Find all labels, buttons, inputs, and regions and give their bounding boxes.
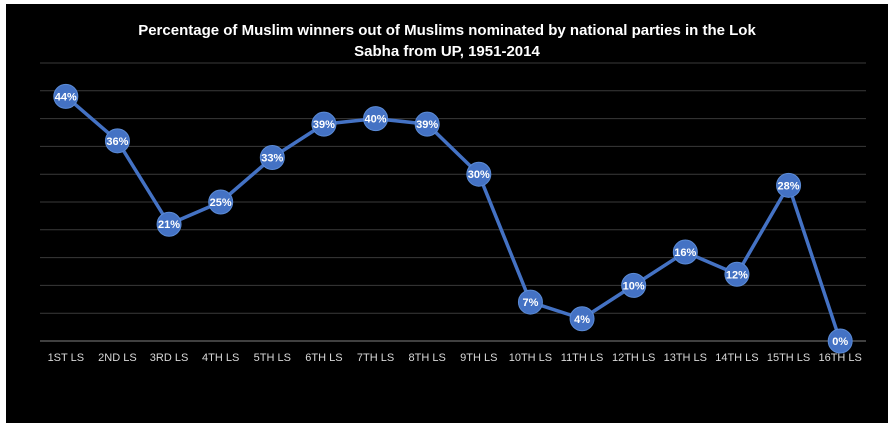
data-point-label: 25% xyxy=(210,197,232,209)
data-point-label: 39% xyxy=(313,119,335,131)
data-point-label: 39% xyxy=(416,119,438,131)
data-point-marker xyxy=(363,106,389,132)
chart-title-line-1: Percentage of Muslim winners out of Musl… xyxy=(138,22,756,39)
data-point-label: 40% xyxy=(365,114,387,126)
data-point-marker xyxy=(776,172,802,198)
x-tick-label: 16TH LS xyxy=(818,352,861,364)
x-tick-label: 9TH LS xyxy=(460,352,497,364)
data-point-marker xyxy=(672,239,698,265)
data-point-marker xyxy=(466,161,492,187)
data-point-marker xyxy=(827,328,853,354)
x-tick-label: 10TH LS xyxy=(509,352,552,364)
x-tick-label: 6TH LS xyxy=(305,352,342,364)
x-tick-label: 1ST LS xyxy=(48,352,85,364)
data-point-label: 33% xyxy=(261,153,283,165)
data-point-marker xyxy=(53,83,79,109)
data-point-marker xyxy=(156,211,182,237)
x-tick-label: 14TH LS xyxy=(715,352,758,364)
data-point-marker xyxy=(414,111,440,137)
data-point-label: 0% xyxy=(832,336,848,348)
data-point-label: 4% xyxy=(574,314,590,326)
data-point-label: 36% xyxy=(106,136,128,148)
data-point-label: 44% xyxy=(55,91,77,103)
data-point-marker xyxy=(259,145,285,171)
data-point-label: 30% xyxy=(468,169,490,181)
data-point-marker xyxy=(724,261,750,287)
data-points: 44% 36% 21% 25% 33% 39% 40% 39% 30% 7% 4% 10% 16% 12%… xyxy=(53,83,853,354)
chart-title: Percentage of Muslim winners out of Musl… xyxy=(6,20,888,62)
x-tick-label: 8TH LS xyxy=(409,352,446,364)
data-point-label: 7% xyxy=(522,297,538,309)
data-point-label: 12% xyxy=(726,269,748,281)
x-tick-label: 7TH LS xyxy=(357,352,394,364)
x-tick-label: 12TH LS xyxy=(612,352,655,364)
x-tick-label: 5TH LS xyxy=(254,352,291,364)
data-point-label: 10% xyxy=(623,280,645,292)
data-point-marker xyxy=(208,189,234,215)
data-point-label: 16% xyxy=(674,247,696,259)
x-tick-label: 15TH LS xyxy=(767,352,810,364)
data-point-label: 21% xyxy=(158,219,180,231)
x-tick-label: 2ND LS xyxy=(98,352,137,364)
x-tick-label: 11TH LS xyxy=(561,352,604,364)
chart-title-line-2: Sabha from UP, 1951-2014 xyxy=(354,43,540,60)
data-point-marker xyxy=(569,306,595,332)
x-tick-label: 4TH LS xyxy=(202,352,239,364)
data-point-marker xyxy=(517,289,543,315)
data-point-marker xyxy=(621,272,647,298)
data-point-label: 28% xyxy=(778,180,800,192)
chart-frame: Percentage of Muslim winners out of Musl… xyxy=(6,4,888,423)
data-point-marker xyxy=(311,111,337,137)
x-tick-label: 3RD LS xyxy=(150,352,189,364)
series-line xyxy=(64,94,842,343)
x-tick-labels: 1ST LS 2ND LS 3RD LS 4TH LS 5TH LS 6TH LS 7TH … xyxy=(48,352,862,364)
data-point-marker xyxy=(104,128,130,154)
gridlines xyxy=(40,62,866,314)
x-tick-label: 13TH LS xyxy=(664,352,707,364)
line-chart: 1ST LS 2ND LS 3RD LS 4TH LS 5TH LS 6TH LS 7TH … xyxy=(40,62,866,364)
